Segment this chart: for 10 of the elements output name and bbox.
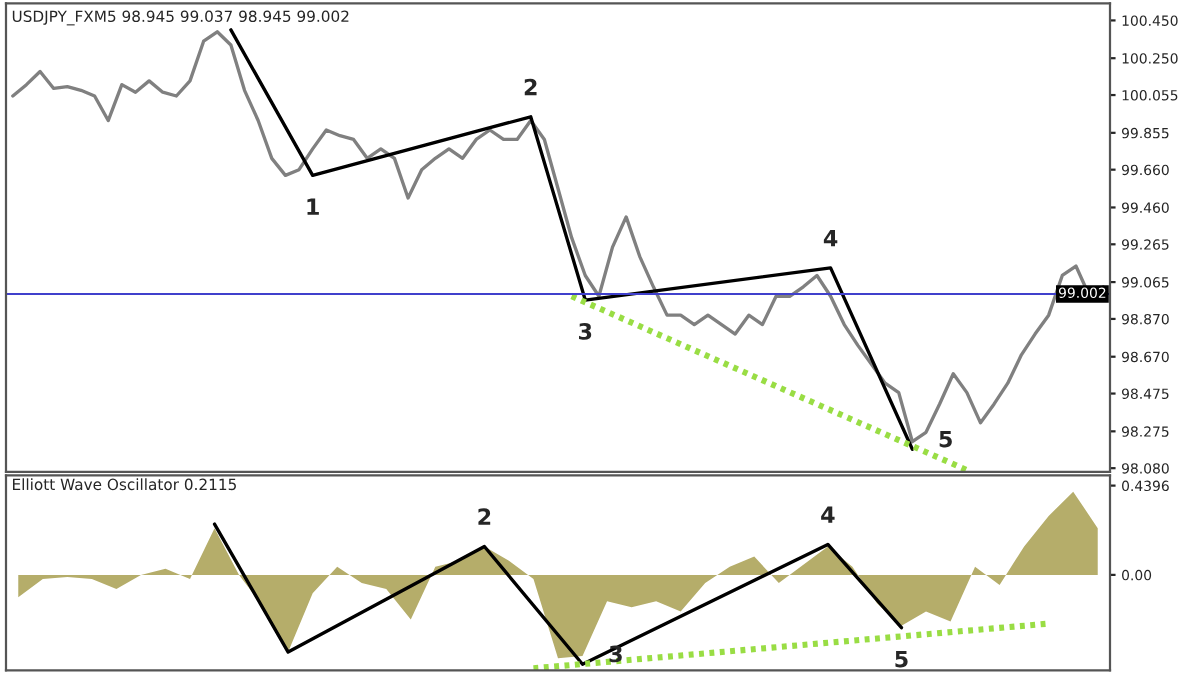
line-series	[212, 522, 904, 666]
annotation: 4	[821, 506, 835, 523]
annotation: 5	[895, 650, 908, 668]
line-series	[229, 28, 915, 451]
annotation: 3	[579, 323, 592, 340]
annotation: 1	[307, 198, 319, 215]
annotation: 2	[524, 78, 537, 96]
annotation: 4	[823, 230, 838, 247]
annotation: 2	[478, 508, 491, 525]
annotation: 5	[939, 430, 952, 448]
